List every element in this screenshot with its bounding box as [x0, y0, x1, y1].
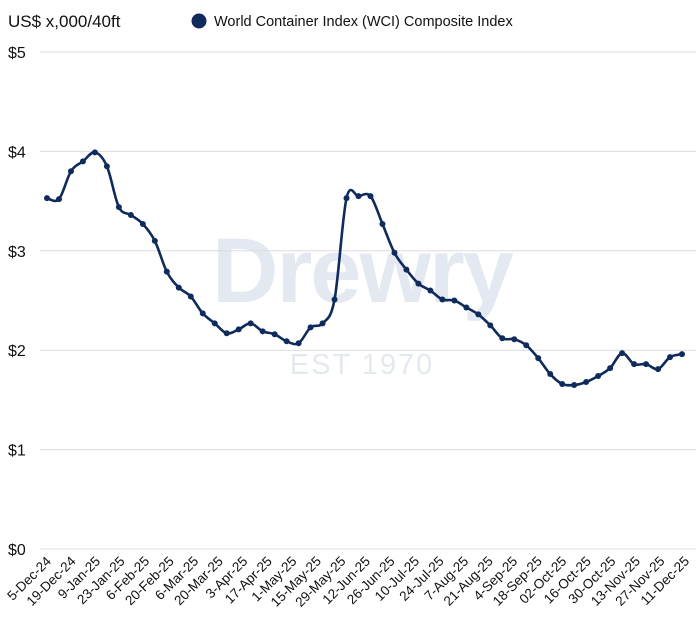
data-point [187, 293, 194, 300]
data-point [451, 297, 458, 304]
data-point [319, 320, 326, 327]
data-point [271, 331, 278, 338]
data-point [655, 366, 662, 373]
data-point [199, 310, 206, 317]
data-point [91, 149, 98, 156]
data-point [163, 268, 170, 275]
data-point [439, 296, 446, 303]
data-point [67, 168, 74, 175]
y-tick-label: $3 [8, 244, 26, 261]
data-point [55, 196, 62, 203]
legend-marker [191, 13, 207, 29]
data-point [619, 350, 626, 357]
y-tick-label: $1 [8, 443, 26, 460]
data-point [463, 304, 470, 311]
data-point [247, 320, 254, 327]
data-point [631, 361, 638, 368]
data-point [211, 320, 218, 327]
y-axis-ticks: $0 $1 $2 $3 $4 $5 [8, 45, 26, 559]
data-point [79, 158, 86, 165]
data-point [595, 373, 602, 380]
y-tick-label: $4 [8, 144, 26, 161]
x-axis-ticks: 5-Dec-2419-Dec-249-Jan-2523-Jan-256-Feb-… [4, 553, 692, 610]
data-point [175, 284, 182, 291]
data-point [403, 266, 410, 273]
data-point [475, 311, 482, 318]
data-point [235, 326, 242, 333]
data-point [571, 381, 578, 388]
data-point [487, 322, 494, 329]
data-point [223, 330, 230, 337]
watermark-tagline: EST 1970 [290, 349, 434, 381]
data-point [547, 371, 554, 378]
y-tick-label: $5 [8, 45, 26, 62]
data-point [283, 338, 290, 345]
data-point [151, 237, 158, 244]
drewry-watermark: Drewry EST 1970 [212, 220, 516, 381]
data-point [583, 379, 590, 386]
data-point [295, 340, 302, 347]
data-point [307, 324, 314, 331]
data-point [511, 336, 518, 343]
data-point [643, 361, 650, 368]
data-point [367, 193, 374, 200]
data-point [559, 380, 566, 387]
legend: World Container Index (WCI) Composite In… [191, 13, 513, 30]
gridlines [40, 51, 696, 550]
data-point [391, 249, 398, 256]
data-point [379, 220, 386, 227]
data-point [331, 296, 338, 303]
y-axis-unit-label: US$ x,000/40ft [8, 12, 121, 31]
data-point [607, 365, 614, 372]
data-point [427, 287, 434, 294]
data-point [127, 212, 134, 219]
data-point [679, 351, 685, 358]
data-point [139, 220, 146, 227]
legend-label: World Container Index (WCI) Composite In… [214, 14, 513, 30]
data-point [535, 355, 542, 362]
y-tick-label: $2 [8, 343, 26, 360]
data-point [44, 195, 50, 202]
data-point [415, 280, 422, 287]
data-point [667, 354, 674, 361]
data-point [499, 335, 506, 342]
data-point [343, 195, 350, 202]
series-wci [44, 149, 685, 388]
data-point [523, 342, 530, 349]
y-tick-label: $0 [8, 542, 26, 559]
data-point [103, 163, 110, 170]
data-point [115, 204, 122, 211]
data-point [259, 328, 266, 335]
data-point [355, 193, 362, 200]
